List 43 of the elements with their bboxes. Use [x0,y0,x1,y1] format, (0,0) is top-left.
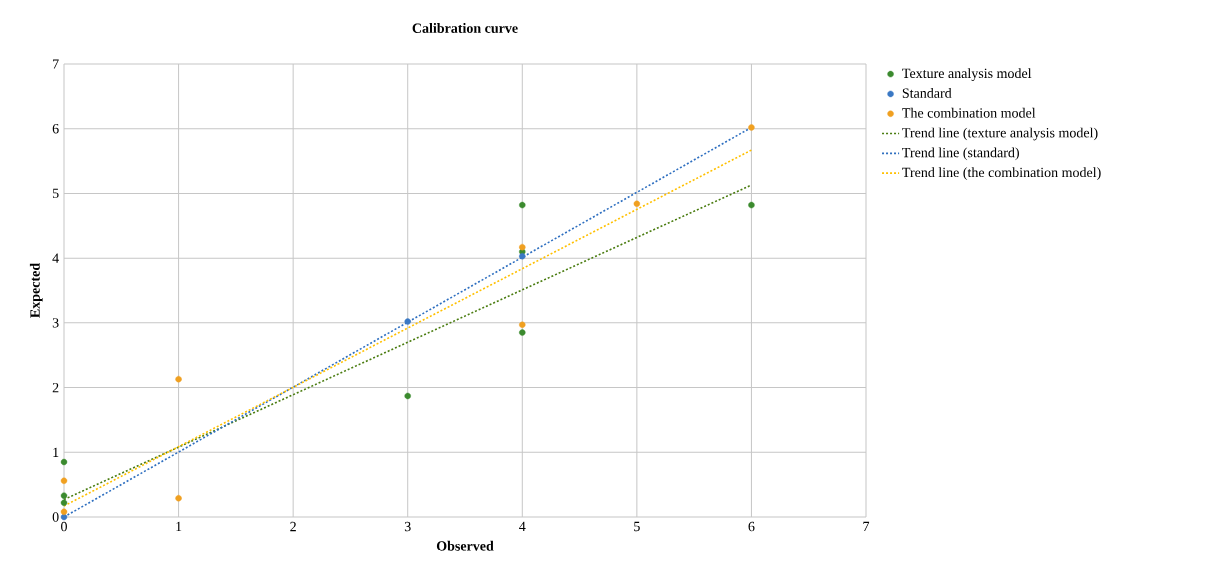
point [60,477,68,484]
legend-label: Standard [902,88,952,98]
y-tick-label: 3 [52,318,59,328]
point [175,495,182,502]
point [519,243,526,251]
point [519,321,526,328]
x-tick-label: 0 [61,521,67,532]
point [60,458,68,466]
x-tick-label: 2 [290,521,296,532]
x-tick-label: 6 [748,521,755,532]
x-tick-label: 7 [863,521,870,532]
point [175,375,182,383]
y-axis-title: Expected [29,263,43,318]
y-tick-label: 7 [53,59,59,69]
y-tick-label: 0 [52,512,59,522]
point [60,508,68,516]
x-axis-title: Observed [436,540,494,551]
x-tick-label: 4 [519,521,526,532]
point [519,253,526,260]
y-tick-label: 4 [52,253,59,263]
point [748,201,755,209]
point [60,492,68,499]
point [519,201,526,209]
chart-title: Calibration curve [412,23,518,33]
y-tick-label: 6 [52,124,59,134]
legend-label: Texture analysis model [902,68,1032,81]
point [404,392,411,400]
point [404,318,411,325]
y-tick-label: 1 [53,447,59,457]
point [60,513,68,521]
legend-label: Trend line (texture analysis model) [902,127,1098,141]
y-tick-label: 5 [52,188,59,199]
x-tick-label: 5 [634,521,640,532]
point [748,124,755,131]
point [633,200,641,207]
point [519,329,526,336]
legend-label: The combination model [902,107,1036,118]
y-tick-label: 2 [52,382,59,393]
x-tick-label: 1 [176,521,182,532]
legend-label: Trend line (the combination model) [902,167,1101,180]
x-tick-label: 3 [404,521,411,532]
point [60,499,68,506]
legend-label: Trend line (standard) [902,147,1019,161]
